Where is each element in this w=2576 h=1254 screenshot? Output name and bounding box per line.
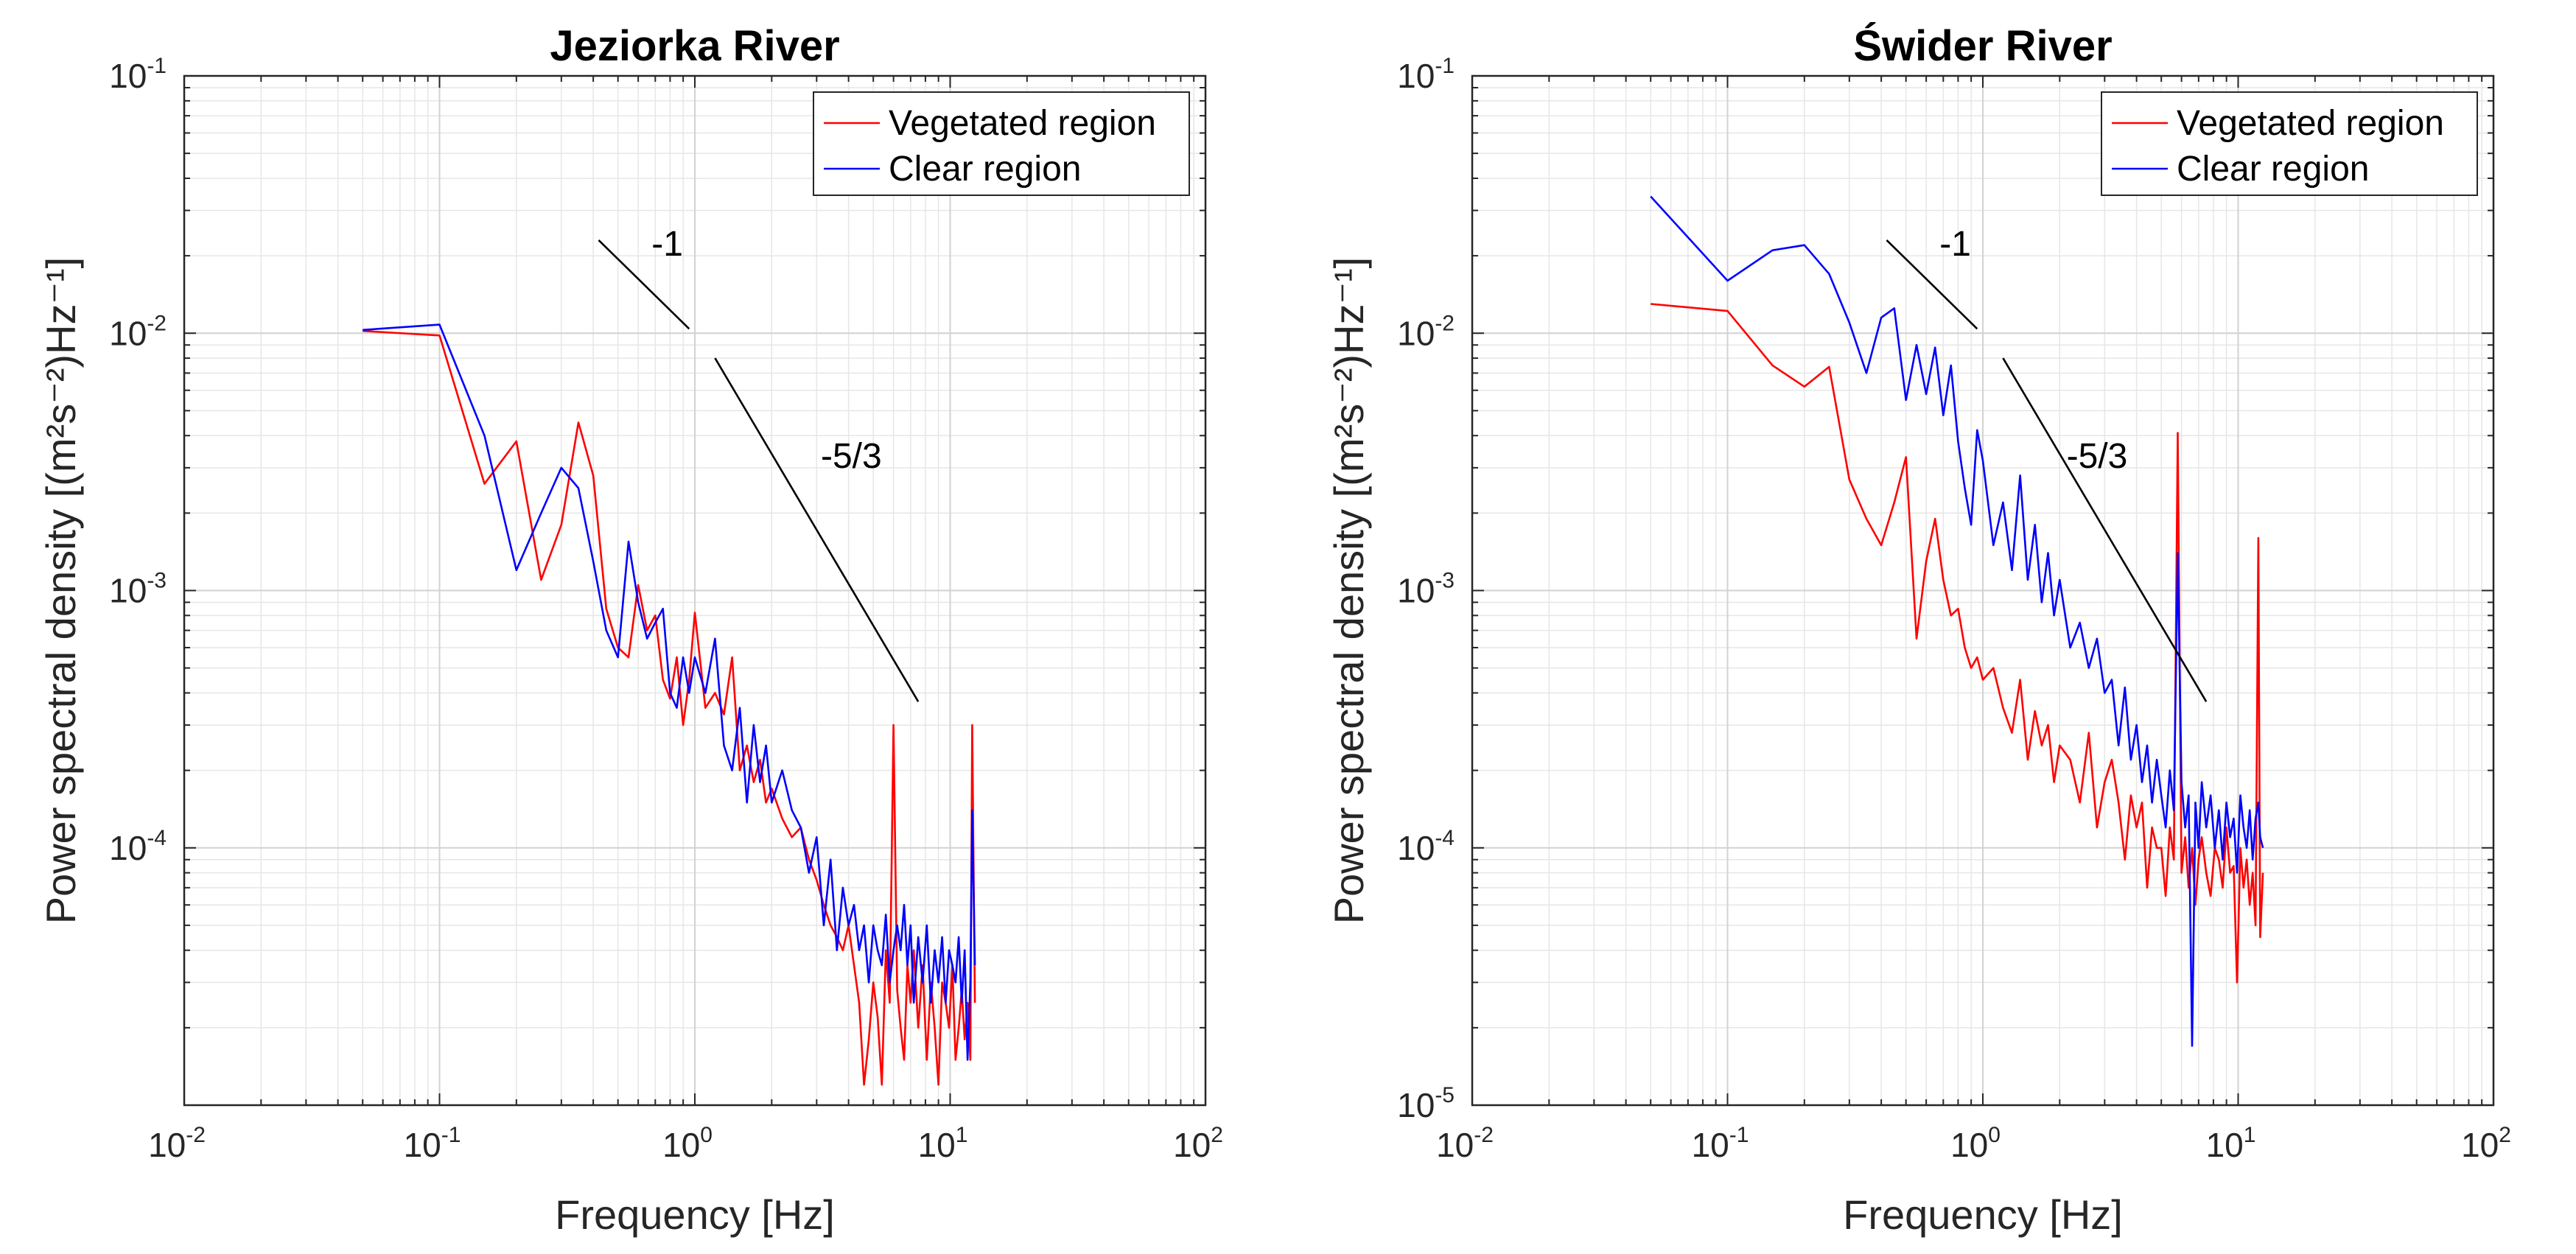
y-tick-label: 10-2 (1397, 311, 1455, 352)
slope-line (598, 239, 690, 330)
x-tick-label: 100 (662, 1123, 713, 1164)
x-tick-label: 101 (918, 1123, 968, 1164)
x-tick-label: 101 (2206, 1123, 2256, 1164)
x-tick-label: 102 (1173, 1123, 1223, 1164)
tick-base: 10 (1397, 829, 1435, 867)
chart-title: Świder River (1853, 22, 2112, 70)
tick-base: 10 (1397, 57, 1435, 95)
legend: Vegetated region Clear region (2101, 91, 2478, 196)
tick-exponent: 0 (700, 1123, 713, 1147)
tick-base: 10 (662, 1126, 700, 1164)
x-axis-label: Frequency [Hz] (555, 1191, 835, 1238)
tick-base: 10 (1692, 1126, 1729, 1164)
slope-line (1886, 239, 1978, 330)
x-axis-label: Frequency [Hz] (1843, 1191, 2123, 1238)
chart-swider-svg: -1-5/310-2 10-1 100 101 10210-510-410-310-21… (1326, 22, 2511, 1238)
tick-base: 10 (1950, 1126, 1988, 1164)
slope-label: -5/3 (821, 437, 882, 476)
tick-base: 10 (1397, 1086, 1435, 1124)
legend: Vegetated region Clear region (813, 91, 1190, 196)
tick-exponent: -1 (1435, 54, 1455, 78)
tick-base: 10 (2206, 1126, 2244, 1164)
y-tick-label: 10-4 (109, 826, 167, 867)
ticks (1471, 75, 2494, 1106)
x-tick-label: 100 (1950, 1123, 2001, 1164)
tick-exponent: 1 (956, 1123, 968, 1147)
tick-exponent: -5 (1435, 1083, 1455, 1107)
tick-exponent: 0 (1988, 1123, 2001, 1147)
tick-base: 10 (1397, 572, 1435, 610)
tick-exponent: -2 (1474, 1123, 1494, 1147)
tick-exponent: 2 (2499, 1123, 2511, 1147)
legend-box (2101, 91, 2478, 196)
tick-exponent: -2 (147, 311, 167, 335)
y-axis-label: Power spectral density [(m²s⁻²)Hz⁻¹] (38, 257, 84, 925)
slope-label: -5/3 (2067, 437, 2128, 476)
tick-exponent: 1 (2244, 1123, 2256, 1147)
tick-exponent: -2 (186, 1123, 206, 1147)
tick-base: 10 (404, 1126, 441, 1164)
tick-exponent: 2 (1211, 1123, 1223, 1147)
series-line (1651, 303, 2264, 984)
legend-label: Vegetated region (2177, 104, 2444, 143)
tick-base: 10 (109, 314, 147, 352)
tick-exponent: -4 (1435, 826, 1455, 850)
tick-base: 10 (109, 57, 147, 95)
series-line (363, 329, 976, 1086)
y-tick-label: 10-2 (109, 311, 167, 352)
tick-base: 10 (918, 1126, 956, 1164)
y-tick-label: 10-1 (109, 54, 167, 95)
chart-panel-swider: -1 -5/3 10-2 10-1 100 101 102 10-5 10-4 10-3 10-2 1… (1288, 0, 2576, 1254)
tick-exponent: -1 (1729, 1123, 1749, 1147)
chart-panel-jeziorka: -1 -5/3 10-2 10-1 100 101 102 10-4 10-3 10-2 10-1 J… (38, 22, 1223, 1238)
x-tick-label: 10-2 (148, 1123, 206, 1164)
tick-exponent: -2 (1435, 311, 1455, 335)
slope-line (2002, 357, 2208, 702)
tick-base: 10 (1397, 314, 1435, 352)
series-clear (1650, 195, 2264, 1047)
x-tick-label: 10-1 (1692, 1123, 1749, 1164)
y-tick-label: 10-3 (1397, 569, 1455, 610)
tick-exponent: -4 (147, 826, 167, 850)
legend-label: Clear region (2177, 150, 2369, 189)
ticks (183, 75, 1206, 1106)
y-tick-label: 10-5 (1397, 1083, 1455, 1124)
y-tick-label: 10-1 (1397, 54, 1455, 95)
tick-base: 10 (1173, 1126, 1211, 1164)
legend-label: Clear region (889, 150, 1081, 189)
tick-base: 10 (148, 1126, 186, 1164)
tick-base: 10 (109, 572, 147, 610)
slope-label: -1 (651, 225, 683, 264)
tick-exponent: -1 (441, 1123, 461, 1147)
y-tick-label: 10-3 (109, 569, 167, 610)
y-tick-label: 10-4 (1397, 826, 1455, 867)
slope-label: -1 (1939, 225, 1971, 264)
y-axis-label: Power spectral density [(m²s⁻²)Hz⁻¹] (1326, 257, 1372, 925)
series-vegetated (363, 329, 976, 1086)
x-tick-label: 10-2 (1436, 1123, 1494, 1164)
tick-exponent: -1 (147, 54, 167, 78)
x-tick-label: 10-1 (404, 1123, 461, 1164)
tick-exponent: -3 (1435, 569, 1455, 593)
series-line (363, 323, 976, 1061)
chart-title: Jeziorka River (550, 22, 839, 70)
slope-line (714, 357, 920, 702)
legend-box (813, 91, 1190, 196)
grid (1471, 75, 2494, 1106)
tick-base: 10 (2461, 1126, 2499, 1164)
series-clear (363, 323, 976, 1061)
series-line (1650, 195, 2264, 1047)
tick-base: 10 (109, 829, 147, 867)
tick-base: 10 (1436, 1126, 1474, 1164)
legend-label: Vegetated region (889, 104, 1156, 143)
tick-exponent: -3 (147, 569, 167, 593)
grid (183, 75, 1206, 1106)
x-tick-label: 102 (2461, 1123, 2511, 1164)
